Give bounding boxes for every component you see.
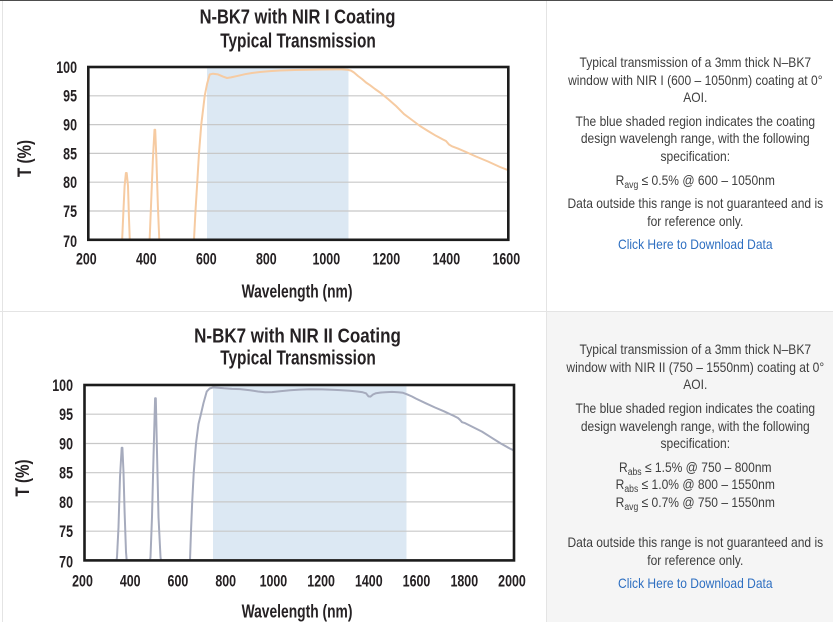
svg-text:80: 80 xyxy=(59,494,73,512)
svg-text:85: 85 xyxy=(59,465,73,483)
svg-text:400: 400 xyxy=(136,251,157,269)
svg-text:80: 80 xyxy=(63,174,77,192)
svg-text:400: 400 xyxy=(120,573,141,591)
svg-text:T (%): T (%) xyxy=(13,140,35,177)
svg-text:2000: 2000 xyxy=(498,573,526,591)
svg-text:Wavelength (nm): Wavelength (nm) xyxy=(242,282,353,302)
svg-text:T (%): T (%) xyxy=(11,459,33,496)
svg-text:1000: 1000 xyxy=(312,251,340,269)
svg-text:800: 800 xyxy=(256,251,277,269)
svg-text:600: 600 xyxy=(196,251,217,269)
svg-text:75: 75 xyxy=(63,203,77,221)
svg-text:95: 95 xyxy=(63,88,77,106)
svg-text:90: 90 xyxy=(59,436,73,454)
svg-text:75: 75 xyxy=(59,523,73,541)
svg-text:1200: 1200 xyxy=(307,573,335,591)
svg-text:85: 85 xyxy=(63,146,77,164)
svg-text:1200: 1200 xyxy=(372,251,400,269)
svg-text:95: 95 xyxy=(59,406,73,424)
svg-text:1800: 1800 xyxy=(450,573,478,591)
svg-text:1600: 1600 xyxy=(492,251,520,269)
svg-text:100: 100 xyxy=(52,377,73,395)
svg-text:1400: 1400 xyxy=(432,251,460,269)
svg-text:1400: 1400 xyxy=(355,573,383,591)
svg-text:1600: 1600 xyxy=(403,573,431,591)
svg-text:N-BK7 with NIR II Coating: N-BK7 with NIR II Coating xyxy=(194,324,401,347)
svg-text:1000: 1000 xyxy=(260,573,288,591)
svg-text:Typical Transmission: Typical Transmission xyxy=(220,347,376,369)
svg-text:600: 600 xyxy=(168,573,189,591)
svg-text:800: 800 xyxy=(215,573,236,591)
svg-text:Wavelength (nm): Wavelength (nm) xyxy=(242,602,353,622)
svg-text:70: 70 xyxy=(63,233,77,251)
svg-text:N-BK7 with NIR I Coating: N-BK7 with NIR I Coating xyxy=(200,5,396,28)
svg-text:Typical Transmission: Typical Transmission xyxy=(220,29,376,51)
svg-text:100: 100 xyxy=(56,59,77,77)
svg-text:200: 200 xyxy=(76,251,97,269)
svg-text:90: 90 xyxy=(63,117,77,135)
svg-text:200: 200 xyxy=(72,573,93,591)
svg-text:70: 70 xyxy=(59,554,73,572)
